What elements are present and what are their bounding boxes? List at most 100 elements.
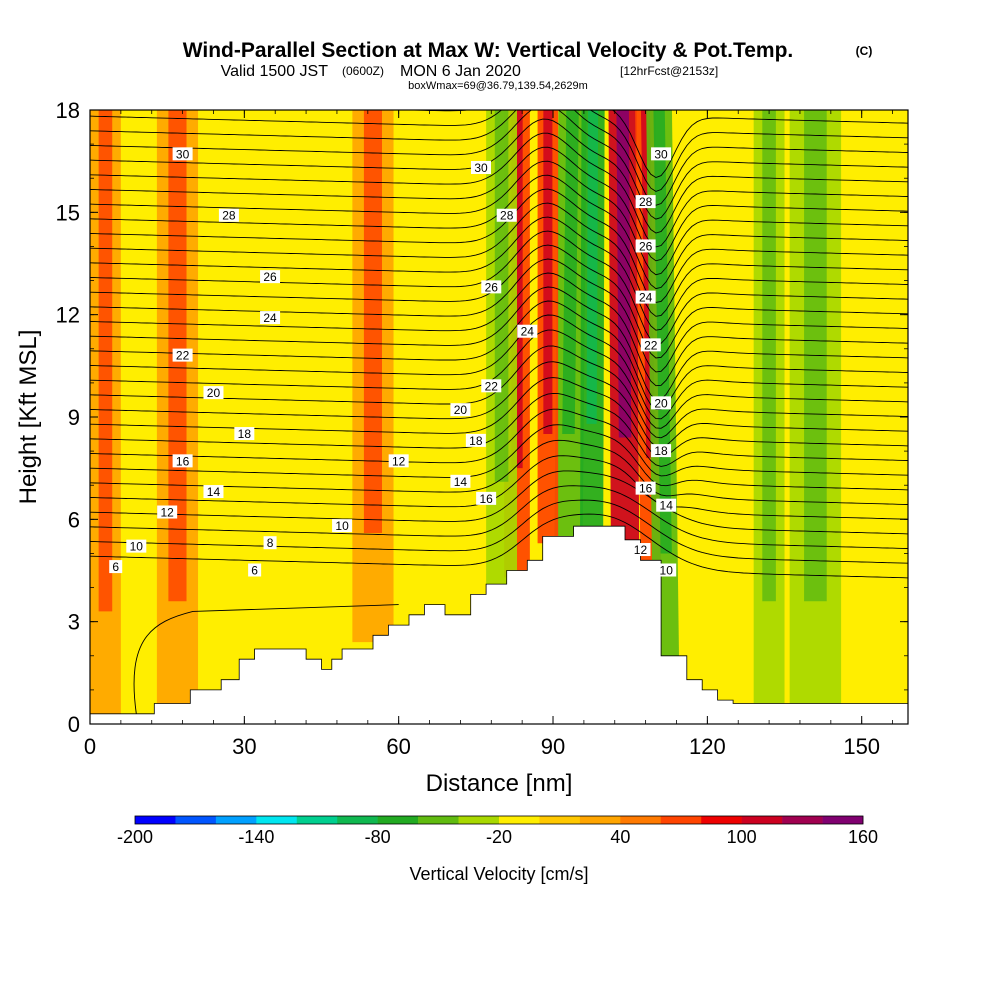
theta-contour (90, 272, 908, 387)
contour-label: 22 (172, 348, 193, 363)
y-tick-label: 18 (56, 98, 80, 123)
contour-label: 22 (481, 379, 502, 393)
colorbar-frame (134, 815, 864, 825)
colorbar-swatch (296, 816, 338, 824)
theta-contour (90, 329, 908, 429)
x-tick-label: 30 (232, 734, 256, 759)
valid-time-a: Valid 1500 JST (221, 63, 329, 80)
colorbar-swatch (701, 816, 742, 824)
contour-label-text: 10 (130, 540, 144, 554)
contour-label: 26 (481, 280, 502, 294)
contour-label-text: 30 (654, 147, 668, 161)
contour-label: 24 (517, 324, 538, 339)
contour-label: 24 (635, 290, 656, 305)
contour-label-text: 10 (335, 519, 349, 533)
contour-label-text: 18 (469, 434, 483, 448)
contour-label-text: 28 (222, 209, 236, 223)
theta-contour (90, 361, 908, 448)
contour-label-text: 12 (392, 454, 406, 468)
contour-label: 6 (109, 560, 123, 574)
theta-contour (90, 424, 908, 491)
x-tick-label: 150 (843, 734, 880, 759)
theta-contour (90, 485, 908, 549)
theta-contour (90, 110, 908, 206)
colorbar-swatch (579, 816, 621, 824)
w-band-core (543, 110, 553, 435)
contour-label-text: 30 (176, 147, 190, 161)
theta-contour (90, 470, 908, 535)
theta-contour (133, 604, 399, 714)
contour-label: 28 (496, 208, 517, 223)
contour-label: 26 (260, 270, 281, 284)
contour-label-text: 20 (454, 403, 468, 417)
x-tick-label: 0 (84, 734, 96, 759)
contour-label: 10 (126, 539, 147, 554)
colorbar-tick-label: 160 (848, 827, 878, 847)
w-band-core (98, 110, 113, 612)
theta-contour (394, 110, 908, 178)
contour-label-text: 16 (176, 454, 190, 468)
contour-label-text: 20 (207, 386, 221, 400)
contour-labels: 6 10 12 14 16 18 20 22 24 26 28 30 30 28 26 24 22 20 18 16 1… (109, 147, 677, 578)
contour-label: 26 (635, 239, 656, 253)
colorbar-swatch (418, 816, 459, 824)
contour-label-text: 18 (654, 444, 668, 458)
colorbar-swatch (458, 816, 500, 824)
x-axis-label: Distance [nm] (426, 770, 573, 797)
contour-label-text: 22 (176, 349, 190, 363)
colorbar-tick-label: -20 (486, 827, 512, 847)
colorbar-swatch (822, 816, 864, 824)
colorbar-swatch (660, 816, 702, 824)
colorbar-tick-label: 40 (610, 827, 630, 847)
colorbar-swatch (539, 816, 581, 824)
y-tick-label: 15 (56, 200, 80, 225)
terrain (90, 525, 908, 724)
contour-label: 20 (450, 403, 471, 417)
contour-label-text: 14 (454, 475, 468, 489)
contour-label-text: 20 (654, 396, 668, 410)
contour-label: 30 (172, 147, 193, 161)
contour-label-text: 22 (485, 379, 499, 393)
colorbar-swatch (782, 816, 823, 824)
theta-contour (90, 110, 908, 220)
contour-label: 8 (263, 536, 277, 550)
contour-label: 16 (476, 491, 497, 506)
colorbar-tick-label: -80 (365, 827, 391, 847)
theta-contour (90, 286, 908, 401)
valid-time-b: (0600Z) (342, 64, 384, 78)
colorbar-swatch (337, 816, 378, 824)
contour-label-text: 14 (207, 485, 221, 499)
contour-label: 24 (260, 311, 281, 325)
contour-label: 22 (640, 338, 661, 352)
contour-label-text: 28 (639, 195, 653, 209)
theta-contour (90, 230, 908, 345)
contour-label-text: 6 (251, 564, 258, 578)
contour-label-text: 6 (112, 560, 119, 574)
x-tick-label: 120 (689, 734, 726, 759)
theta-contour (90, 110, 908, 192)
chart-title: Wind-Parallel Section at Max W: Vertical… (183, 39, 794, 62)
theta-contour (90, 146, 908, 262)
theta-contour (90, 216, 908, 331)
contour-label: 12 (157, 505, 178, 520)
contour-label: 28 (218, 208, 239, 223)
contour-label-text: 24 (263, 311, 277, 325)
contour-label-text: 28 (500, 209, 514, 223)
contour-label: 14 (203, 485, 224, 499)
valid-time-c: MON 6 Jan 2020 (400, 63, 521, 80)
title-mark: (C) (856, 44, 873, 58)
contour-label-text: 26 (485, 280, 499, 294)
theta-contour (90, 439, 908, 505)
colorbar: -200 -140 -80 -20 40 100 160 (117, 815, 878, 847)
w-band-core (804, 110, 827, 602)
contour-label: 10 (656, 563, 677, 578)
axes: 0 30 60 90 120 150 0 3 6 9 12 15 18 (56, 98, 908, 759)
colorbar-swatch (135, 816, 176, 824)
contour-label-text: 16 (479, 492, 493, 506)
colorbar-tick-label: -140 (238, 827, 274, 847)
colorbar-label: Vertical Velocity [cm/s] (409, 864, 588, 884)
theta-contour (90, 408, 908, 477)
contour-label: 20 (203, 386, 224, 400)
contour-label: 16 (635, 481, 656, 496)
